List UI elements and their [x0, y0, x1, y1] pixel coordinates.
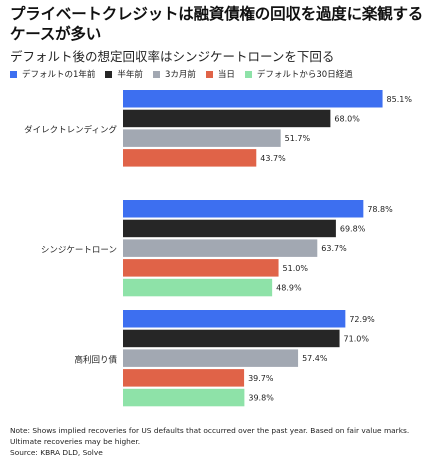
chart-subtitle: デフォルト後の想定回収率はシンジケートローンを下回る: [10, 49, 335, 64]
legend-item-series-1: 半年前: [105, 68, 143, 80]
legend-label: デフォルトの1年前: [22, 70, 96, 80]
data-label: 72.9%: [349, 315, 375, 324]
chart-title: プライベートクレジットは融資債権の回収を過度に楽観するケースが多い: [10, 5, 424, 43]
bar: [123, 329, 340, 348]
data-label: 69.8%: [340, 224, 366, 233]
legend-item-series-2: 3カ月前: [152, 68, 196, 80]
bar: [123, 129, 281, 147]
bar: [123, 239, 318, 257]
category-label: 高利回り債: [74, 354, 117, 365]
data-label: 85.1%: [387, 95, 413, 104]
legend-label: デフォルトから30日経過: [256, 70, 353, 80]
bar-chart: ダイレクトレンディング 85.1% 68.0% 51.7% 43.7% シンジケートローン…: [24, 90, 413, 407]
legend-item-series-3: 当日: [205, 68, 235, 80]
data-label: 71.0%: [344, 334, 370, 343]
bar: [123, 219, 336, 238]
bar: [123, 200, 364, 218]
legend-item-series-0: デフォルトの1年前: [10, 68, 95, 80]
legend-swatch: [10, 70, 17, 78]
chart-legend: デフォルトの1年前 半年前 3カ月前 当日 デフォルトから30日経過: [10, 68, 363, 80]
category-label: シンジケートローン: [41, 245, 117, 255]
footnote-note: Note: Shows implied recoveries for US de…: [10, 426, 410, 446]
bar: [123, 109, 331, 128]
bar: [123, 349, 299, 367]
legend-swatch: [105, 70, 113, 78]
data-label: 39.8%: [248, 394, 274, 403]
data-label: 57.4%: [302, 354, 328, 363]
legend-label: 半年前: [117, 70, 143, 80]
bar: [123, 278, 273, 297]
legend-swatch: [205, 70, 213, 78]
category-label: ダイレクトレンディング: [24, 124, 117, 135]
data-label: 68.0%: [334, 114, 360, 123]
bar: [123, 388, 245, 407]
data-label: 43.7%: [260, 154, 286, 163]
legend-swatch: [244, 70, 252, 78]
legend-swatch: [152, 70, 160, 78]
legend-item-series-4: デフォルトから30日経過: [244, 68, 353, 80]
legend-label: 当日: [217, 70, 235, 80]
bar: [123, 90, 383, 108]
data-label: 48.9%: [276, 284, 302, 293]
data-label: 78.8%: [367, 205, 393, 214]
data-label: 39.7%: [248, 374, 274, 383]
legend-label: 3カ月前: [164, 70, 196, 80]
chart-footnote: Note: Shows implied recoveries for US de…: [10, 425, 430, 458]
bar: [123, 149, 257, 167]
data-label: 51.0%: [283, 264, 309, 273]
data-label: 63.7%: [321, 244, 347, 253]
bar: [123, 259, 279, 277]
data-label: 51.7%: [285, 134, 311, 143]
bar: [123, 369, 245, 387]
bar: [123, 310, 346, 328]
footnote-source: Source: KBRA DLD, Solve: [10, 448, 103, 457]
